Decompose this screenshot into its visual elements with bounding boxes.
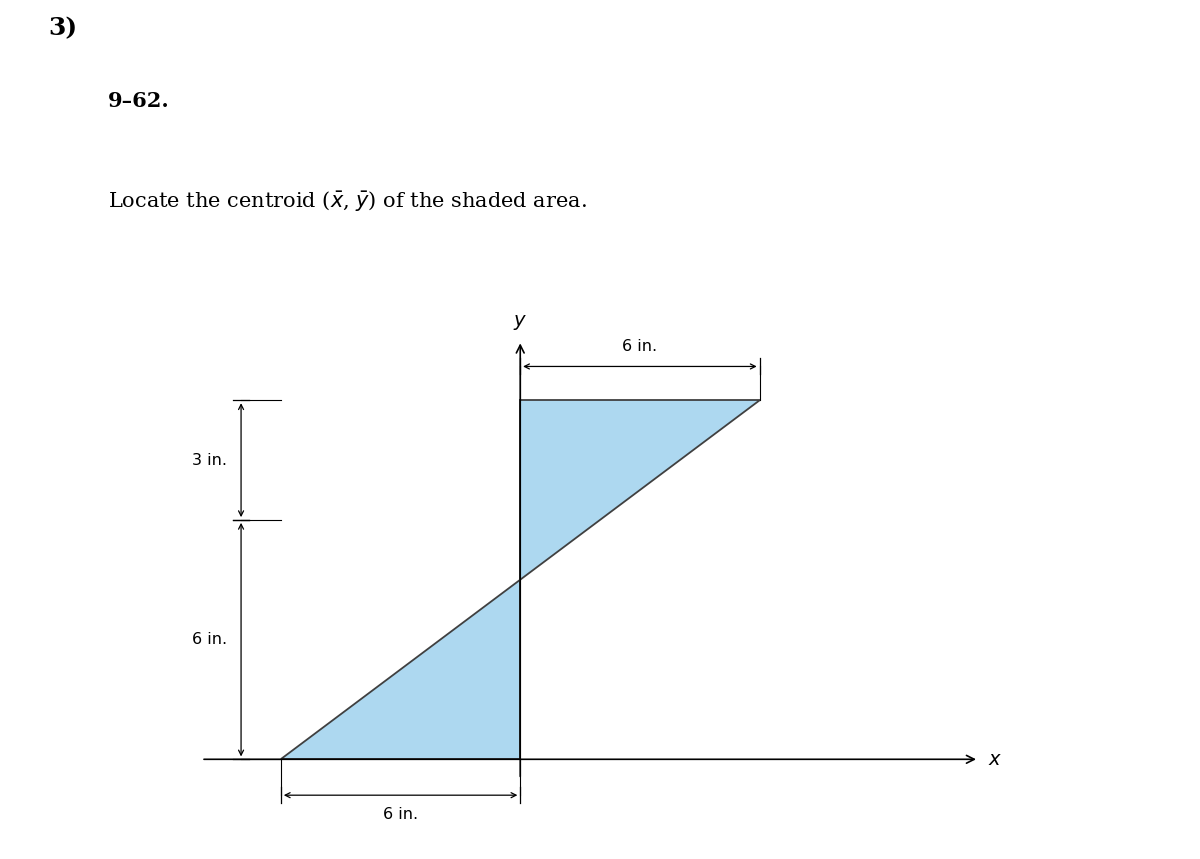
Polygon shape xyxy=(281,400,760,759)
Text: 3): 3) xyxy=(48,16,77,40)
Text: 6 in.: 6 in. xyxy=(623,339,658,355)
Text: 9–62.: 9–62. xyxy=(108,91,169,112)
Text: $y$: $y$ xyxy=(514,313,527,332)
Text: 6 in.: 6 in. xyxy=(192,632,227,647)
Text: 6 in.: 6 in. xyxy=(383,807,418,822)
Text: 3 in.: 3 in. xyxy=(192,453,227,467)
Text: Locate the centroid ($\bar{x}$, $\bar{y}$) of the shaded area.: Locate the centroid ($\bar{x}$, $\bar{y}… xyxy=(108,189,587,214)
Text: $x$: $x$ xyxy=(988,750,1002,769)
